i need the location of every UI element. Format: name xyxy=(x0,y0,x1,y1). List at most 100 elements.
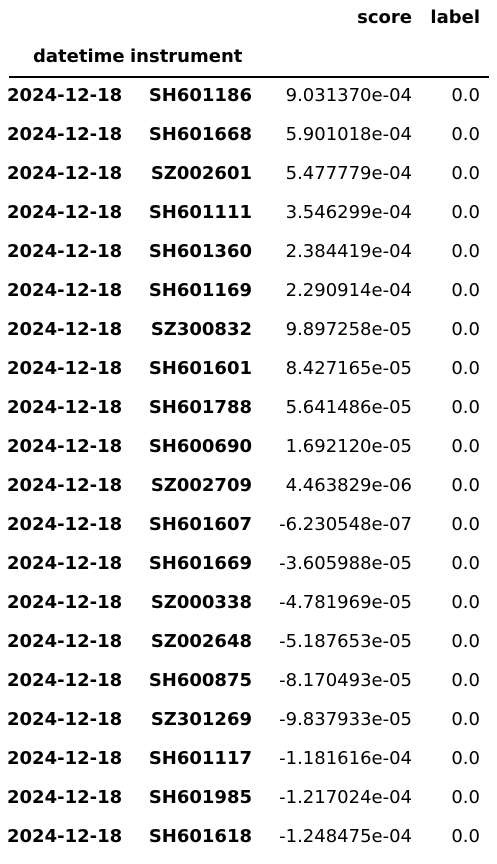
label-cell: 0.0 xyxy=(451,358,480,379)
datetime-cell: 2024-12-18 xyxy=(7,280,123,301)
datetime-cell: 2024-12-18 xyxy=(7,163,123,184)
instrument-cell: SH601669 xyxy=(148,553,252,574)
datetime-cell: 2024-12-18 xyxy=(7,436,123,457)
instrument-cell: SH600875 xyxy=(148,670,252,691)
label-cell: 0.0 xyxy=(451,241,480,262)
datetime-cell: 2024-12-18 xyxy=(7,631,123,652)
score-cell: -3.605988e-05 xyxy=(279,553,412,574)
label-cell: 0.0 xyxy=(451,436,480,457)
label-cell: 0.0 xyxy=(451,280,480,301)
table-row: 2024-12-18 SH601117 -1.181616e-04 0.0 xyxy=(0,747,497,786)
table-body: 2024-12-18 SH601186 9.031370e-04 0.0 2024-12… xyxy=(0,84,497,864)
score-cell: 1.692120e-05 xyxy=(285,436,412,457)
label-cell: 0.0 xyxy=(451,397,480,418)
score-cell: -1.248475e-04 xyxy=(279,826,412,847)
label-cell: 0.0 xyxy=(451,163,480,184)
table-row: 2024-12-18 SZ301269 -9.837933e-05 0.0 xyxy=(0,708,497,747)
table-row: 2024-12-18 SZ002709 4.463829e-06 0.0 xyxy=(0,474,497,513)
table-row: 2024-12-18 SH601186 9.031370e-04 0.0 xyxy=(0,84,497,123)
score-cell: -8.170493e-05 xyxy=(279,670,412,691)
score-cell: 5.477779e-04 xyxy=(285,163,412,184)
datetime-cell: 2024-12-18 xyxy=(7,709,123,730)
table-row: 2024-12-18 SH601788 5.641486e-05 0.0 xyxy=(0,396,497,435)
score-cell: 5.901018e-04 xyxy=(285,124,412,145)
score-cell: -6.230548e-07 xyxy=(279,514,412,535)
label-cell: 0.0 xyxy=(451,85,480,106)
score-cell: 3.546299e-04 xyxy=(285,202,412,223)
instrument-cell: SZ000338 xyxy=(150,592,252,613)
instrument-cell: SH601111 xyxy=(148,202,252,223)
label-cell: 0.0 xyxy=(451,748,480,769)
table-row: 2024-12-18 SZ002648 -5.187653e-05 0.0 xyxy=(0,630,497,669)
label-cell: 0.0 xyxy=(451,709,480,730)
table-row: 2024-12-18 SH601618 -1.248475e-04 0.0 xyxy=(0,825,497,864)
table-row: 2024-12-18 SH601985 -1.217024e-04 0.0 xyxy=(0,786,497,825)
instrument-cell: SZ002648 xyxy=(150,631,252,652)
datetime-cell: 2024-12-18 xyxy=(7,202,123,223)
instrument-cell: SZ002709 xyxy=(150,475,252,496)
score-cell: -5.187653e-05 xyxy=(279,631,412,652)
label-cell: 0.0 xyxy=(451,475,480,496)
score-cell: 9.031370e-04 xyxy=(285,85,412,106)
instrument-cell: SZ300832 xyxy=(150,319,252,340)
table-row: 2024-12-18 SH601601 8.427165e-05 0.0 xyxy=(0,357,497,396)
label-cell: 0.0 xyxy=(451,202,480,223)
score-cell: 9.897258e-05 xyxy=(285,319,412,340)
index-header-datetime: datetime xyxy=(33,46,125,67)
table-row: 2024-12-18 SZ002601 5.477779e-04 0.0 xyxy=(0,162,497,201)
label-cell: 0.0 xyxy=(451,553,480,574)
score-cell: -1.217024e-04 xyxy=(279,787,412,808)
score-cell: 4.463829e-06 xyxy=(285,475,412,496)
label-cell: 0.0 xyxy=(451,826,480,847)
instrument-cell: SZ002601 xyxy=(150,163,252,184)
table-row: 2024-12-18 SH601169 2.290914e-04 0.0 xyxy=(0,279,497,318)
score-cell: 5.641486e-05 xyxy=(285,397,412,418)
score-cell: 2.384419e-04 xyxy=(285,241,412,262)
column-header-label: label xyxy=(430,7,480,28)
score-cell: -1.181616e-04 xyxy=(279,748,412,769)
datetime-cell: 2024-12-18 xyxy=(7,319,123,340)
label-cell: 0.0 xyxy=(451,319,480,340)
table-row: 2024-12-18 SH601668 5.901018e-04 0.0 xyxy=(0,123,497,162)
instrument-cell: SH601186 xyxy=(148,85,252,106)
score-cell: -4.781969e-05 xyxy=(279,592,412,613)
score-cell: 2.290914e-04 xyxy=(285,280,412,301)
datetime-cell: 2024-12-18 xyxy=(7,787,123,808)
datetime-cell: 2024-12-18 xyxy=(7,124,123,145)
datetime-cell: 2024-12-18 xyxy=(7,553,123,574)
table-row: 2024-12-18 SH601111 3.546299e-04 0.0 xyxy=(0,201,497,240)
datetime-cell: 2024-12-18 xyxy=(7,514,123,535)
table-row: 2024-12-18 SH601669 -3.605988e-05 0.0 xyxy=(0,552,497,591)
instrument-cell: SH601668 xyxy=(148,124,252,145)
table-row: 2024-12-18 SZ000338 -4.781969e-05 0.0 xyxy=(0,591,497,630)
instrument-cell: SH600690 xyxy=(148,436,252,457)
datetime-cell: 2024-12-18 xyxy=(7,397,123,418)
table-row: 2024-12-18 SZ300832 9.897258e-05 0.0 xyxy=(0,318,497,357)
label-cell: 0.0 xyxy=(451,787,480,808)
instrument-cell: SH601985 xyxy=(148,787,252,808)
instrument-cell: SH601117 xyxy=(148,748,252,769)
datetime-cell: 2024-12-18 xyxy=(7,358,123,379)
header-divider xyxy=(9,76,489,78)
datetime-cell: 2024-12-18 xyxy=(7,241,123,262)
datetime-cell: 2024-12-18 xyxy=(7,475,123,496)
label-cell: 0.0 xyxy=(451,124,480,145)
column-header-score: score xyxy=(357,7,412,28)
datetime-cell: 2024-12-18 xyxy=(7,826,123,847)
instrument-cell: SH601788 xyxy=(148,397,252,418)
score-cell: -9.837933e-05 xyxy=(279,709,412,730)
table-row: 2024-12-18 SH601607 -6.230548e-07 0.0 xyxy=(0,513,497,552)
datetime-cell: 2024-12-18 xyxy=(7,670,123,691)
datetime-cell: 2024-12-18 xyxy=(7,748,123,769)
datetime-cell: 2024-12-18 xyxy=(7,592,123,613)
instrument-cell: SH601607 xyxy=(148,514,252,535)
instrument-cell: SH601360 xyxy=(148,241,252,262)
index-header-instrument: instrument xyxy=(130,46,243,67)
datetime-cell: 2024-12-18 xyxy=(7,85,123,106)
label-cell: 0.0 xyxy=(451,670,480,691)
label-cell: 0.0 xyxy=(451,514,480,535)
table-row: 2024-12-18 SH601360 2.384419e-04 0.0 xyxy=(0,240,497,279)
instrument-cell: SZ301269 xyxy=(150,709,252,730)
table-row: 2024-12-18 SH600875 -8.170493e-05 0.0 xyxy=(0,669,497,708)
